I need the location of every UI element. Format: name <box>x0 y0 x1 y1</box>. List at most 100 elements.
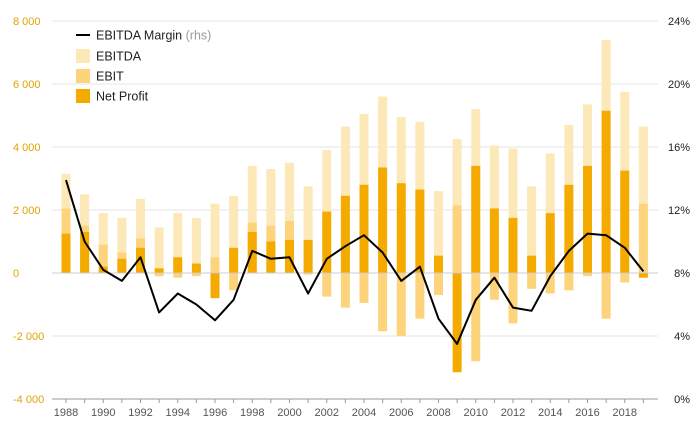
y-right-tick-label: 16% <box>668 142 690 154</box>
bar-net-profit <box>266 241 276 273</box>
x-tick-label: 2002 <box>315 407 339 419</box>
legend: EBITDA Margin (rhs) EBITDA EBIT Net Profit <box>76 29 211 104</box>
x-tick-label: 2008 <box>426 407 450 419</box>
legend-box-swatch <box>76 89 90 103</box>
bar-ebit <box>564 273 574 291</box>
x-tick-label: 2010 <box>464 407 488 419</box>
legend-label-note: (rhs) <box>182 29 211 43</box>
x-tick-label: 1996 <box>203 407 227 419</box>
bar-net-profit <box>322 211 332 273</box>
bar-net-profit <box>545 213 555 273</box>
bar-ebit <box>508 273 518 324</box>
bar-ebitda <box>154 227 164 273</box>
x-tick-label: 2006 <box>389 407 413 419</box>
bar-ebit <box>191 273 201 277</box>
x-tick-label: 2014 <box>538 407 562 419</box>
x-tick-label: 1998 <box>240 407 264 419</box>
bar-ebit <box>396 273 406 336</box>
bar-ebit <box>620 273 630 283</box>
bar-net-profit <box>303 239 313 273</box>
bar-net-profit <box>154 268 164 273</box>
bar-ebitda <box>191 217 201 273</box>
bar-ebit <box>173 273 183 278</box>
bar-net-profit <box>471 165 481 273</box>
bar-ebit <box>210 257 220 273</box>
bar-ebit <box>601 273 611 319</box>
x-tick-label: 2018 <box>613 407 637 419</box>
x-tick-label: 1988 <box>54 407 78 419</box>
bar-net-profit <box>583 165 592 273</box>
bar-net-profit <box>638 273 648 278</box>
bar-ebit <box>229 273 239 291</box>
bar-net-profit <box>173 257 183 273</box>
bar-ebitda <box>210 203 220 273</box>
y-left-tick-label: 4 000 <box>13 142 41 154</box>
bar-net-profit <box>340 195 350 273</box>
bar-ebit <box>583 273 592 277</box>
bar-ebitda <box>303 186 313 273</box>
bar-net-profit <box>434 255 443 273</box>
bar-net-profit <box>601 110 611 274</box>
x-tick-label: 2012 <box>501 407 525 419</box>
y-right-tick-label: 4% <box>674 331 690 343</box>
bars <box>61 39 648 373</box>
x-tick-label: 2016 <box>575 407 599 419</box>
y-right-tick-label: 0% <box>674 394 690 406</box>
bar-net-profit <box>396 183 406 273</box>
bar-ebitda <box>117 217 127 273</box>
bar-ebitda <box>173 213 183 273</box>
x-tick-label: 2000 <box>277 407 301 419</box>
bar-ebitda <box>266 169 276 273</box>
x-tick-label: 1992 <box>128 407 152 419</box>
legend-label: Net Profit <box>96 90 149 104</box>
y-left-tick-label: -2 000 <box>13 331 44 343</box>
bar-ebit <box>322 273 332 297</box>
bar-ebitda <box>527 186 537 273</box>
y-right-tick-label: 20% <box>668 79 690 91</box>
bar-ebit <box>452 205 462 273</box>
legend-box-swatch <box>76 69 90 83</box>
left-axis: -4 000 -2 000 0 2 000 4 000 6 000 8 000 <box>13 16 44 406</box>
x-tick-label: 2004 <box>352 407 376 419</box>
y-left-tick-label: -4 000 <box>13 394 44 406</box>
bar-net-profit <box>378 167 388 273</box>
y-right-tick-label: 12% <box>668 205 690 217</box>
bar-ebitda <box>229 195 239 273</box>
bar-net-profit <box>191 263 201 273</box>
bar-ebit <box>340 273 350 308</box>
bar-net-profit <box>452 273 462 373</box>
bar-ebitda <box>285 162 294 273</box>
bar-ebit <box>434 273 443 296</box>
bar-ebitda <box>434 191 443 273</box>
bar-net-profit <box>80 232 90 273</box>
bar-net-profit <box>359 184 369 273</box>
bar-net-profit <box>210 273 220 299</box>
bar-ebit <box>638 203 648 273</box>
bar-ebit <box>303 273 313 275</box>
bar-net-profit <box>415 189 425 273</box>
bar-net-profit <box>620 170 630 273</box>
legend-label: EBIT <box>96 70 124 84</box>
y-left-tick-label: 2 000 <box>13 205 41 217</box>
bar-net-profit <box>489 208 499 273</box>
legend-box-swatch <box>76 49 90 63</box>
bar-net-profit <box>61 233 71 273</box>
bar-net-profit <box>527 255 537 273</box>
right-axis: 0% 4% 8% 12% 16% 20% 24% <box>668 16 690 406</box>
y-left-tick-label: 8 000 <box>13 16 41 28</box>
bar-ebitda <box>136 198 145 273</box>
bar-ebit <box>359 273 369 303</box>
bar-ebit <box>154 273 164 277</box>
y-left-tick-label: 6 000 <box>13 79 41 91</box>
bar-ebit <box>415 273 425 319</box>
bar-ebit <box>98 244 108 273</box>
bar-ebit <box>527 273 537 289</box>
bar-ebit <box>378 273 388 332</box>
x-axis: 1988 1990 1992 1994 1996 1998 2000 2002 2004 2006… <box>52 398 658 419</box>
ebitda-margin-line <box>65 179 645 345</box>
bar-net-profit <box>508 217 518 273</box>
x-tick-label: 1990 <box>91 407 115 419</box>
bar-ebit <box>471 273 481 362</box>
y-left-tick-label: 0 <box>13 268 19 280</box>
